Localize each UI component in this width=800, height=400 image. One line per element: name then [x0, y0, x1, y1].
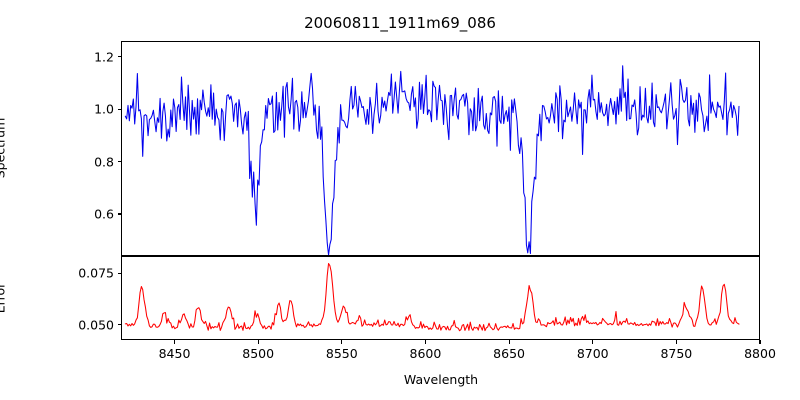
y-tick-spectrum: [117, 161, 121, 163]
y-tick-spectrum: [117, 213, 121, 215]
x-tick-label: 8700: [576, 346, 609, 361]
x-tick: [592, 340, 594, 344]
y-tick-spectrum: [117, 108, 121, 110]
x-tick-label: 8500: [242, 346, 275, 361]
x-tick-label: 8750: [660, 346, 693, 361]
spectrum-trace-canvas: [122, 42, 759, 255]
y-tick-spectrum: [117, 56, 121, 58]
x-tick-label: 8600: [409, 346, 442, 361]
y-axis-label-error: Error: [0, 282, 8, 314]
x-tick-label: 8650: [493, 346, 525, 361]
x-axis-label: Wavelength: [403, 372, 479, 387]
y-axis-label-spectrum: Spectrum: [0, 117, 8, 179]
y-tick-label-error: 0.050: [78, 317, 114, 333]
x-tick: [424, 340, 426, 344]
error-plot-area: [121, 256, 760, 340]
x-tick: [759, 340, 761, 344]
y-tick-label-spectrum: 1.2: [94, 49, 114, 65]
error-trace-canvas: [122, 257, 759, 339]
spectrum-plot-area: [121, 41, 760, 256]
x-tick: [675, 340, 677, 344]
x-tick-label: 8550: [325, 346, 358, 361]
x-tick-label: 8450: [158, 346, 191, 361]
y-tick-label-spectrum: 0.8: [94, 154, 114, 170]
x-tick: [173, 340, 176, 344]
x-tick: [257, 340, 259, 344]
x-tick: [341, 340, 343, 344]
y-tick-label-spectrum: 0.6: [94, 206, 114, 222]
x-tick: [508, 340, 510, 344]
y-tick-error: [117, 272, 121, 274]
y-tick-label-error: 0.075: [78, 265, 114, 281]
figure-title: 20060811_1911m69_086: [304, 14, 496, 32]
x-tick-label: 8800: [744, 346, 776, 361]
y-tick-error: [117, 324, 121, 326]
y-tick-label-spectrum: 1.0: [94, 101, 114, 117]
